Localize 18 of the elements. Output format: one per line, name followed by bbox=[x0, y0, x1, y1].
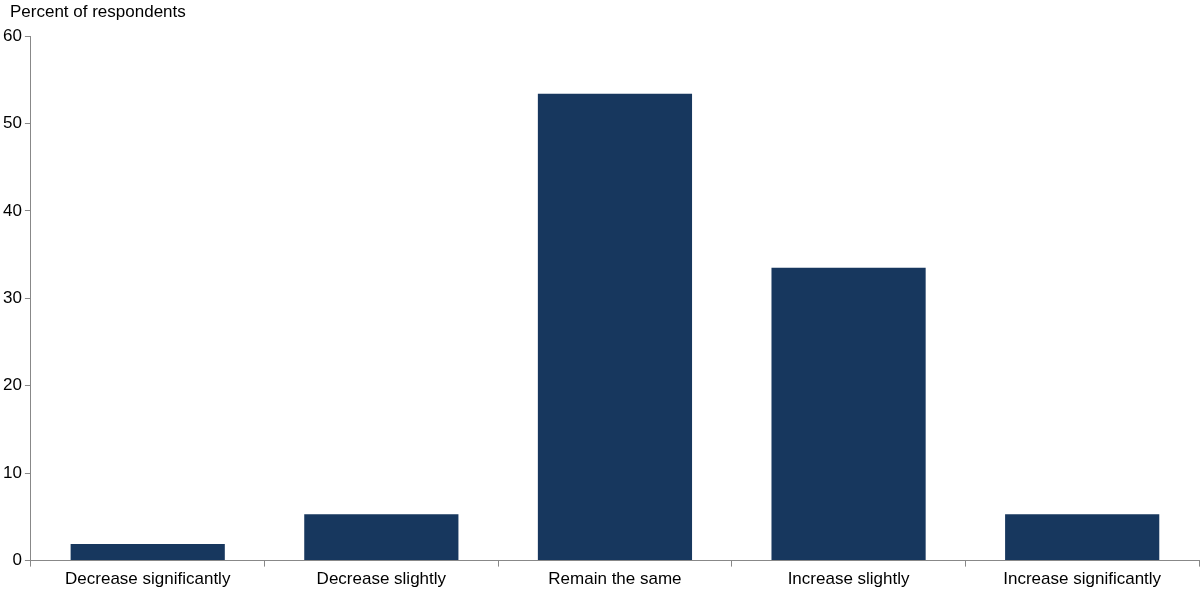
bar bbox=[1005, 514, 1160, 561]
y-tick-label: 30 bbox=[2, 287, 22, 307]
y-tick-label: 20 bbox=[2, 375, 22, 395]
y-tick-label: 40 bbox=[2, 200, 22, 220]
x-tick-label: Remain the same bbox=[548, 569, 682, 589]
x-tick-label: Increase significantly bbox=[1003, 569, 1162, 589]
x-tick-label: Decrease slightly bbox=[316, 569, 447, 589]
x-tick-label: Increase slightly bbox=[787, 569, 911, 589]
bar bbox=[304, 514, 459, 561]
y-axis-title: Percent of respondents bbox=[10, 1, 186, 21]
y-tick-label: 50 bbox=[2, 113, 22, 133]
y-tick-label: 60 bbox=[2, 25, 22, 45]
y-tick-label: 10 bbox=[2, 462, 22, 482]
bar bbox=[537, 93, 693, 561]
bar bbox=[70, 543, 225, 561]
bar bbox=[771, 267, 926, 561]
x-tick-label: Decrease significantly bbox=[65, 569, 231, 589]
y-tick-label: 0 bbox=[12, 550, 22, 570]
